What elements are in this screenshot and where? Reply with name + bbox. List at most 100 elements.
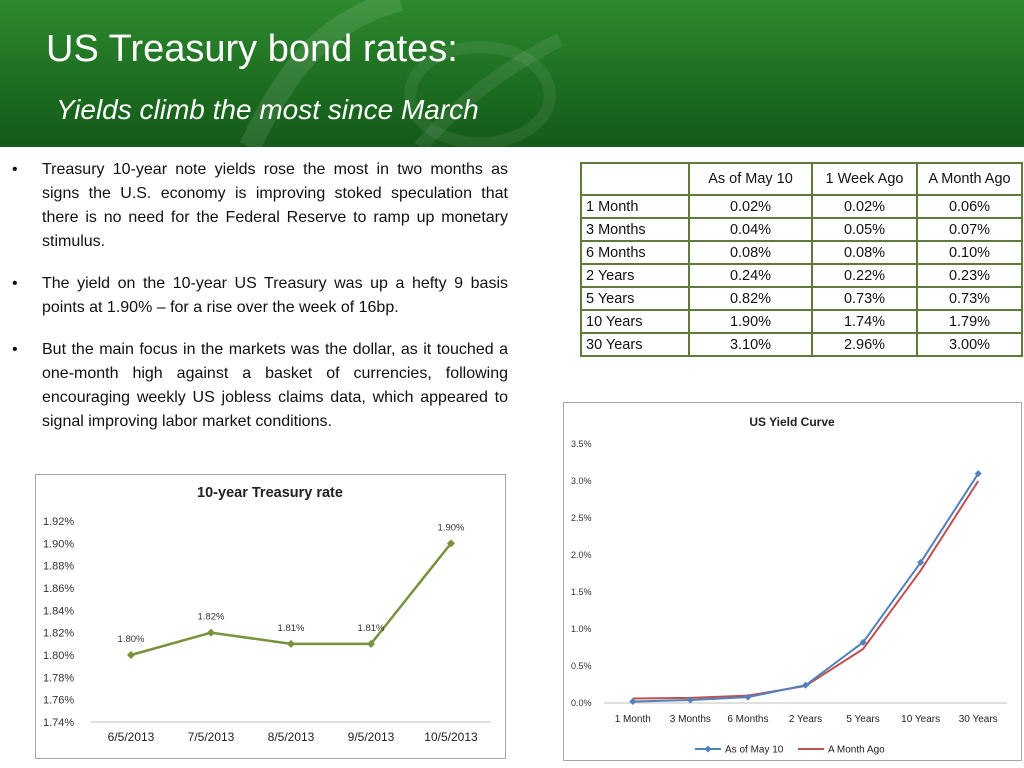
table-cell: 0.08% <box>811 240 918 265</box>
rates-table: As of May 10 1 Week Ago A Month Ago 1 Mo… <box>580 162 1023 357</box>
table-cell: 0.73% <box>811 286 918 311</box>
y-tick-label: 1.82% <box>43 628 74 640</box>
y-tick-label: 1.80% <box>43 650 74 662</box>
chart-title: 10-year Treasury rate <box>197 485 343 501</box>
table-cell: 10 Years <box>580 309 690 334</box>
table-row: 10 Years 1.90% 1.74% 1.79% <box>580 309 1023 334</box>
data-point <box>127 651 135 659</box>
table-cell: 0.23% <box>916 263 1023 288</box>
data-label: 1.81% <box>358 623 385 634</box>
bullet-item: • But the main focus in the markets was … <box>8 338 508 434</box>
table-cell: 0.22% <box>811 263 918 288</box>
table-cell: 0.08% <box>688 240 813 265</box>
header-swirl-decoration <box>240 0 564 147</box>
table-cell: 0.82% <box>688 286 813 311</box>
y-tick-label: 2.5% <box>571 513 592 523</box>
table-row: 5 Years 0.82% 0.73% 0.73% <box>580 286 1023 311</box>
data-point <box>859 638 867 646</box>
x-tick-label: 10/5/2013 <box>424 730 478 744</box>
series-line <box>632 480 980 700</box>
y-tick-label: 1.84% <box>43 605 74 617</box>
treasury-rate-chart-svg: 10-year Treasury rate 1.74% 1.76% 1.78% 1.80… <box>43 485 491 744</box>
data-point <box>207 628 215 637</box>
data-point <box>802 681 809 689</box>
table-row: 3 Months 0.04% 0.05% 0.07% <box>580 217 1023 242</box>
table-header-cell: 1 Week Ago <box>811 162 918 196</box>
slide-subtitle: Yields climb the most since March <box>56 94 479 125</box>
data-point <box>974 470 982 478</box>
bullet-item: • The yield on the 10-year US Treasury w… <box>8 272 508 320</box>
y-tick-label: 1.0% <box>571 624 592 634</box>
bullet-symbol: • <box>12 275 18 292</box>
table-cell: 0.02% <box>688 194 813 219</box>
table-header-cell: As of May 10 <box>688 162 813 196</box>
y-tick-label: 1.90% <box>43 538 74 550</box>
y-tick-label: 2.0% <box>571 550 592 560</box>
table-cell: 1.74% <box>811 309 918 334</box>
legend-label: As of May 10 <box>725 745 784 756</box>
data-point <box>629 698 637 706</box>
table-cell: 3 Months <box>580 217 690 242</box>
yield-curve-chart: US Yield Curve 0.0% 0.5% 1.0% 1.5% 2.0% 2.5% 3.… <box>563 402 1022 761</box>
table-cell: 1 Month <box>580 194 690 219</box>
y-tick-label: 1.88% <box>43 561 74 573</box>
table-cell: 0.05% <box>811 217 918 242</box>
table-row: 30 Years 3.10% 2.96% 3.00% <box>580 332 1023 357</box>
bullet-text: The yield on the 10-year US Treasury was… <box>42 275 508 316</box>
series-line <box>130 542 452 657</box>
y-tick-label: 1.74% <box>43 717 74 729</box>
x-tick-label: 3 Months <box>670 714 711 725</box>
yield-curve-chart-svg: US Yield Curve 0.0% 0.5% 1.0% 1.5% 2.0% 2.5% 3.… <box>571 415 1007 756</box>
table-cell: 0.06% <box>916 194 1023 219</box>
x-tick-label: 9/5/2013 <box>348 730 395 744</box>
legend-label: A Month Ago <box>828 745 885 756</box>
x-tick-label: 2 Years <box>789 714 822 725</box>
slide-header: US Treasury bond rates: Yields climb the… <box>0 0 1024 147</box>
x-tick-label: 8/5/2013 <box>268 730 315 744</box>
treasury-rate-chart: 10-year Treasury rate 1.74% 1.76% 1.78% 1.80… <box>35 474 506 759</box>
bullet-item: • Treasury 10-year note yields rose the … <box>8 158 508 254</box>
table-row: 6 Months 0.08% 0.08% 0.10% <box>580 240 1023 265</box>
data-point <box>917 558 925 566</box>
x-tick-label: 30 Years <box>959 714 998 725</box>
table-row: 1 Month 0.02% 0.02% 0.06% <box>580 194 1023 219</box>
x-tick-label: 6 Months <box>727 714 768 725</box>
table-header-cell: A Month Ago <box>916 162 1023 196</box>
table-cell: 30 Years <box>580 332 690 357</box>
table-header-row: As of May 10 1 Week Ago A Month Ago <box>580 162 1023 196</box>
table-cell: 0.07% <box>916 217 1023 242</box>
bullet-text: But the main focus in the markets was th… <box>42 341 508 430</box>
bullet-symbol: • <box>12 341 18 358</box>
bullet-list: • Treasury 10-year note yields rose the … <box>8 158 508 452</box>
bullet-text: Treasury 10-year note yields rose the mo… <box>42 161 508 250</box>
chart-title: US Yield Curve <box>749 415 835 429</box>
data-point <box>367 639 375 648</box>
table-cell: 3.10% <box>688 332 813 357</box>
table-cell: 1.79% <box>916 309 1023 334</box>
y-tick-label: 0.5% <box>571 661 592 671</box>
slide-title: US Treasury bond rates: <box>46 28 458 70</box>
table-cell: 2.96% <box>811 332 918 357</box>
bullet-symbol: • <box>12 161 18 178</box>
y-tick-label: 1.78% <box>43 672 74 684</box>
data-label: 1.81% <box>278 623 305 634</box>
y-tick-label: 1.86% <box>43 583 74 595</box>
x-tick-label: 5 Years <box>846 714 879 725</box>
data-point <box>744 693 752 701</box>
data-point <box>447 539 455 548</box>
y-tick-label: 3.5% <box>571 439 592 449</box>
table-cell: 2 Years <box>580 263 690 288</box>
table-cell: 5 Years <box>580 286 690 311</box>
data-label: 1.90% <box>438 522 465 533</box>
table-cell: 0.04% <box>688 217 813 242</box>
x-tick-label: 6/5/2013 <box>108 730 155 744</box>
legend-marker <box>704 745 712 753</box>
table-cell: 6 Months <box>580 240 690 265</box>
series-line <box>632 473 980 703</box>
table-cell: 0.10% <box>916 240 1023 265</box>
table-cell: 0.73% <box>916 286 1023 311</box>
table-cell: 1.90% <box>688 309 813 334</box>
y-tick-label: 1.76% <box>43 695 74 707</box>
table-header-cell <box>580 162 690 196</box>
x-tick-label: 1 Month <box>615 714 651 725</box>
